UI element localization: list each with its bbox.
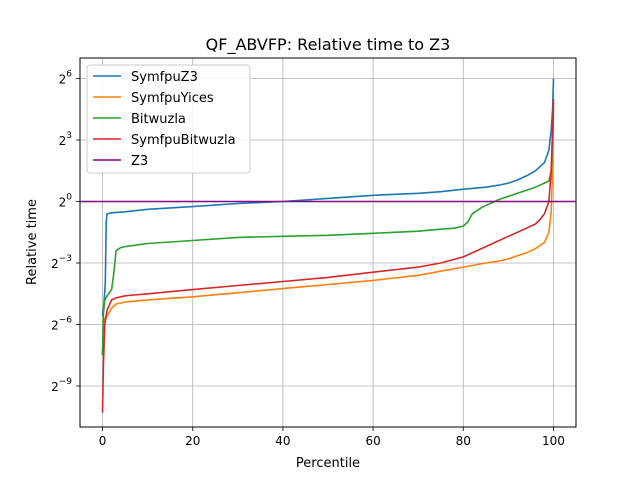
y-tick-exponent: −6 bbox=[59, 316, 73, 326]
x-tick-label: 80 bbox=[456, 434, 471, 448]
y-axis-label: Relative time bbox=[25, 199, 40, 285]
series-line-symfpubitwuzla bbox=[101, 98, 555, 413]
x-tick-label: 40 bbox=[275, 434, 290, 448]
y-tick-label: 26 bbox=[59, 70, 73, 87]
series-line-symfpuyices bbox=[101, 103, 555, 356]
x-axis-label: Percentile bbox=[296, 456, 360, 471]
y-tick-exponent: −9 bbox=[59, 377, 73, 387]
legend-label-bitwuzla: Bitwuzla bbox=[131, 112, 186, 127]
y-tick-base: 2 bbox=[59, 134, 67, 148]
legend-label-symfpubitwuzla: SymfpuBitwuzla bbox=[131, 133, 236, 148]
y-tick-base: 2 bbox=[59, 196, 67, 210]
y-tick-exponent: −3 bbox=[59, 254, 72, 264]
x-tick-label: 100 bbox=[542, 434, 565, 448]
legend-box bbox=[86, 64, 251, 174]
y-tick-base: 2 bbox=[51, 257, 59, 271]
x-tick-label: 0 bbox=[99, 434, 107, 448]
y-tick-label: 2−3 bbox=[51, 254, 72, 271]
series-line-symfpuz3 bbox=[101, 78, 555, 317]
legend: SymfpuZ3 SymfpuYices Bitwuzla SymfpuBitwuzl… bbox=[86, 64, 251, 174]
plot-frame bbox=[79, 57, 577, 428]
y-tick-exponent: 0 bbox=[66, 193, 72, 203]
x-tick-label: 60 bbox=[365, 434, 380, 448]
series-line-bitwuzla bbox=[101, 109, 555, 356]
y-tick-label: 2−6 bbox=[51, 316, 72, 333]
y-tick-exponent: 3 bbox=[66, 131, 72, 141]
y-tick-label: 2−9 bbox=[51, 377, 72, 394]
legend-label-z3: Z3 bbox=[131, 154, 148, 169]
y-tick-label: 20 bbox=[59, 193, 73, 210]
series-layer bbox=[80, 78, 576, 413]
legend-label-symfpuz3: SymfpuZ3 bbox=[131, 70, 198, 85]
chart-title: QF_ABVFP: Relative time to Z3 bbox=[206, 35, 451, 55]
y-tick-base: 2 bbox=[51, 380, 59, 394]
y-tick-base: 2 bbox=[51, 319, 59, 333]
y-tick-base: 2 bbox=[59, 73, 67, 87]
x-tick-label: 20 bbox=[185, 434, 200, 448]
y-tick-exponent: 6 bbox=[66, 70, 72, 80]
legend-label-symfpuyices: SymfpuYices bbox=[131, 91, 214, 106]
y-tick-label: 23 bbox=[59, 131, 72, 148]
